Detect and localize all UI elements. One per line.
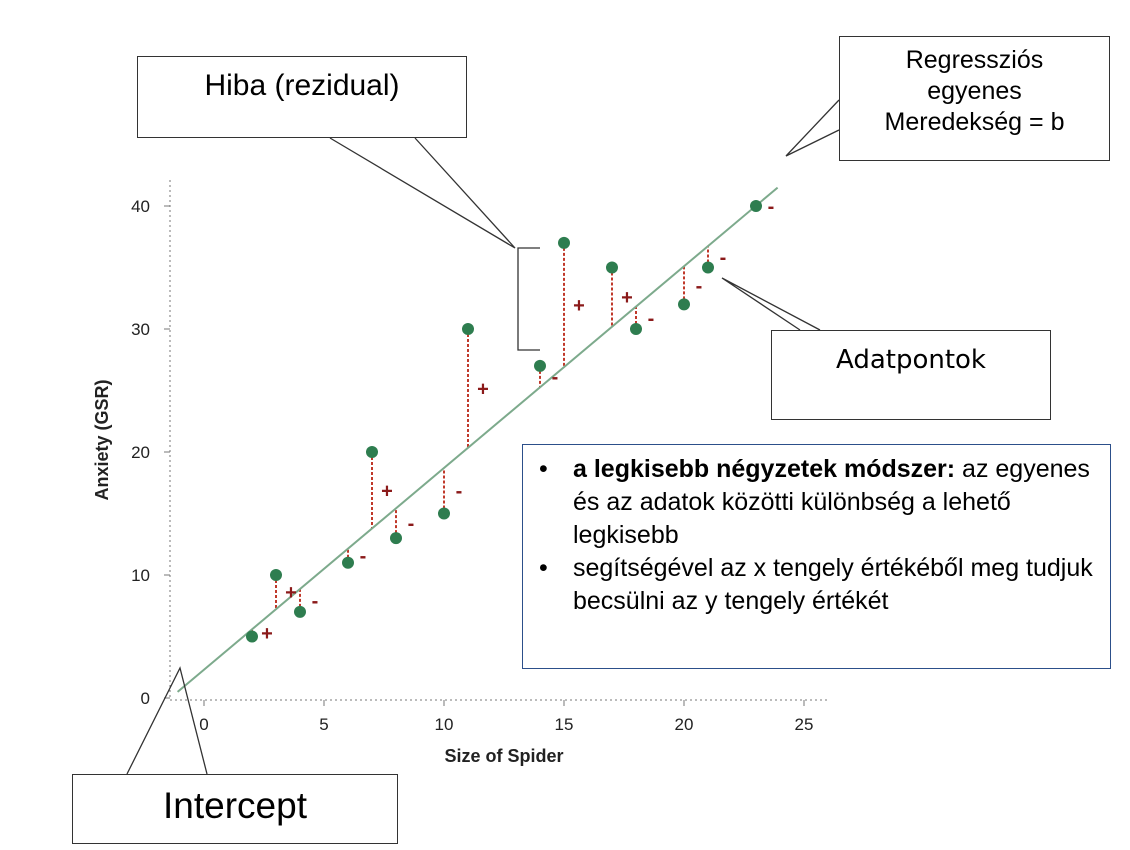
residual-sign: - [312, 590, 319, 612]
y-tick-label: 30 [131, 320, 150, 339]
x-tick-label: 5 [319, 715, 328, 734]
info-box: a legkisebb négyzetek módszer: az egyene… [522, 444, 1111, 669]
data-point [558, 236, 570, 249]
data-point [246, 630, 258, 643]
data-points [246, 200, 762, 643]
residual-sign: - [552, 367, 559, 389]
residual-sign: + [261, 623, 273, 645]
x-axis-label: Size of Spider [444, 746, 563, 766]
data-point [342, 556, 354, 569]
residual-sign: - [648, 308, 655, 330]
info-item-prediction: segítségével az x tengely értékéből meg … [539, 552, 1098, 618]
data-point [606, 261, 618, 274]
residual-sign: - [696, 275, 703, 297]
info-item-least-squares-rest: az egyenes és az adatok közötti különbsé… [573, 455, 1090, 549]
data-point [678, 298, 690, 311]
regression-callout-line2: egyenes [927, 77, 1022, 105]
adatpontok-pointer [721, 277, 821, 331]
residual-sign: + [285, 582, 297, 604]
data-point [750, 200, 762, 212]
data-point [294, 605, 306, 618]
info-item-prediction-text: segítségével az x tengely értékéből meg … [573, 554, 1093, 615]
residual-bracket [517, 247, 540, 351]
datapoints-callout: Adatpontok [771, 330, 1051, 420]
residual-sign: + [381, 480, 393, 502]
residual-sign: - [456, 481, 463, 503]
info-item-least-squares-bold: a legkisebb négyzetek módszer: [573, 455, 956, 483]
x-tick-label: 10 [435, 715, 454, 734]
regression-callout: Regressziós egyenes Meredekség = b [839, 36, 1110, 161]
axes [169, 180, 830, 701]
residual-callout-text: Hiba (rezidual) [204, 69, 400, 102]
hiba-pointer [329, 137, 516, 249]
regression-pointer [785, 99, 840, 157]
x-tick-label: 25 [795, 715, 814, 734]
residual-sign: + [621, 287, 633, 309]
y-tick-label: 20 [131, 443, 150, 462]
residual-sign: - [408, 513, 415, 535]
y-tick-label: 10 [131, 566, 150, 585]
residual-sign: + [477, 378, 489, 400]
data-point [438, 507, 450, 520]
x-tick-label: 0 [199, 715, 208, 734]
y-axis-label: Anxiety (GSR) [92, 379, 112, 500]
intercept-pointer [126, 666, 208, 775]
callout-pointers [126, 99, 840, 775]
ticks: 0 5 10 15 20 25 0 10 20 30 40 [131, 197, 813, 734]
x-tick-label: 15 [555, 715, 574, 734]
residual-sign: - [720, 247, 727, 269]
data-point [462, 323, 474, 335]
x-tick-label: 20 [675, 715, 694, 734]
residual-sign: + [573, 295, 585, 317]
data-point [702, 261, 714, 274]
data-point [534, 359, 546, 372]
data-point [390, 532, 402, 545]
regression-line [176, 186, 779, 693]
info-item-least-squares: a legkisebb négyzetek módszer: az egyene… [539, 453, 1098, 552]
y-tick-label: 40 [131, 197, 150, 216]
regression-callout-line1: Regressziós [905, 46, 1044, 74]
residual-sign: - [768, 196, 775, 218]
residual-sign: - [360, 546, 367, 568]
regression-callout-line3: Meredekség = b [884, 108, 1065, 136]
data-point [630, 323, 642, 335]
info-list: a legkisebb négyzetek módszer: az egyene… [533, 453, 1098, 618]
y-tick-label: 0 [141, 689, 150, 708]
residual-callout: Hiba (rezidual) [137, 56, 467, 138]
residual-signs: ++ --+--+-+ +---- [261, 196, 774, 645]
intercept-callout-text: Intercept [163, 785, 307, 826]
datapoints-callout-text: Adatpontok [835, 345, 986, 375]
data-point [366, 446, 378, 458]
data-point [270, 569, 282, 581]
intercept-callout: Intercept [72, 774, 398, 844]
